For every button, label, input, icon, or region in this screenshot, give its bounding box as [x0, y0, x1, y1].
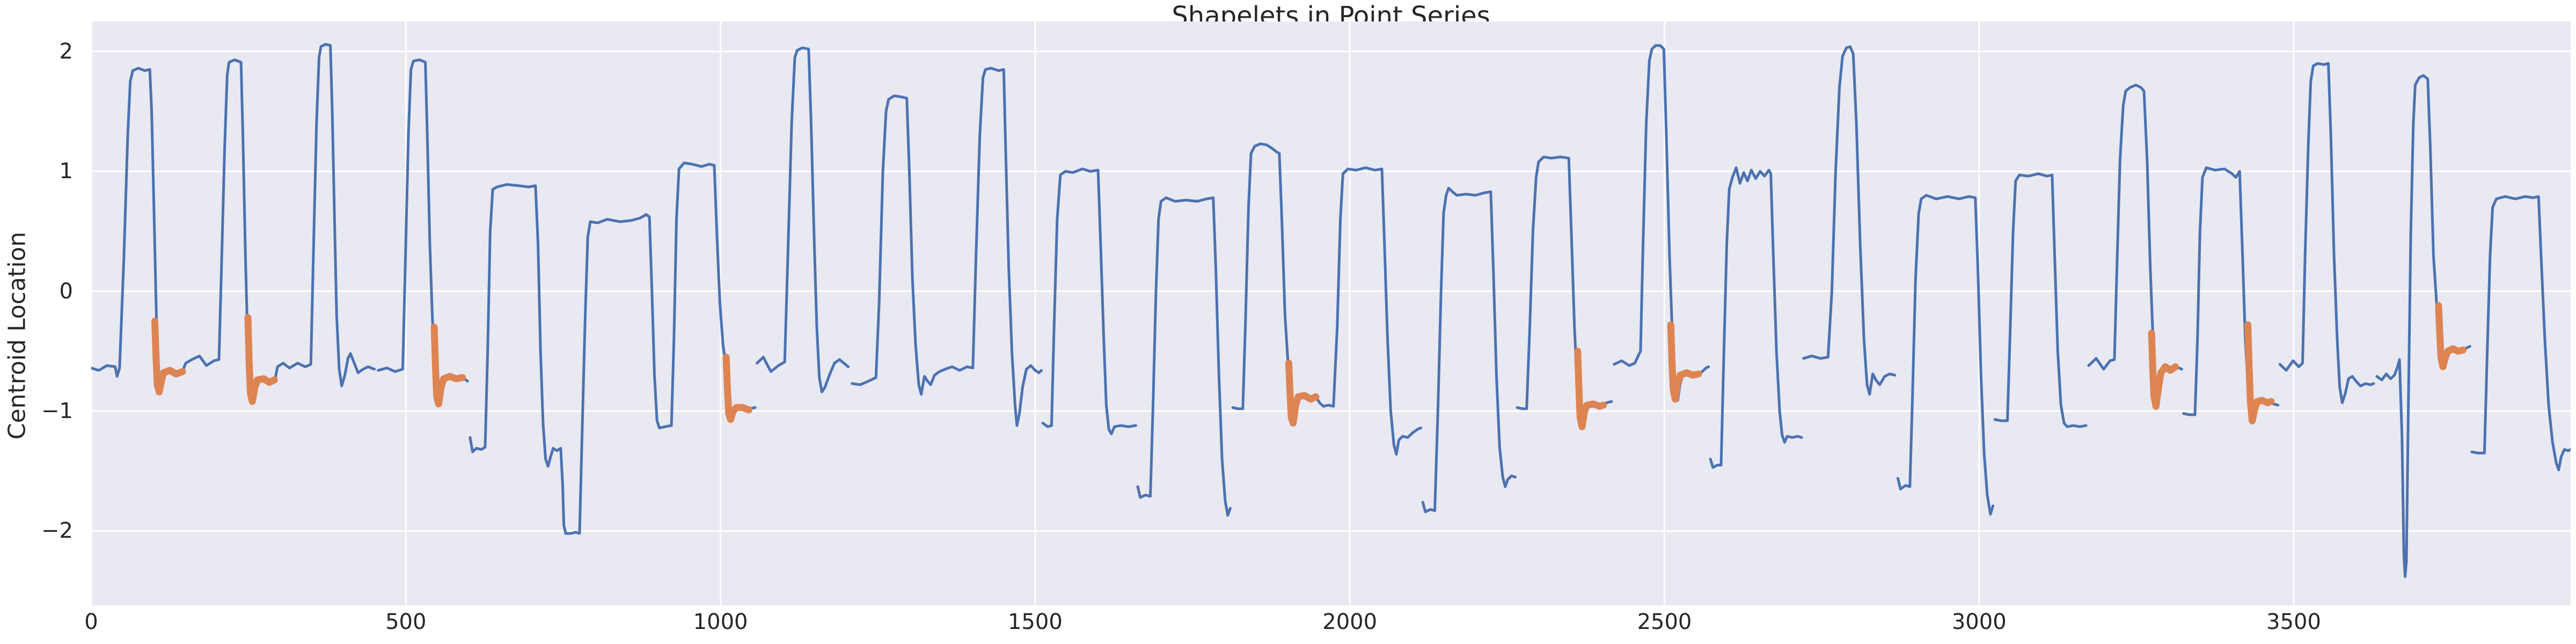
- y-tick-label: 1: [59, 159, 73, 184]
- shapelet-segment: [1574, 347, 1607, 430]
- y-axis-tick-labels: Centroid Location 2 1 0 −1 −2: [0, 21, 80, 605]
- series-line: [91, 42, 376, 403]
- x-tick-label: 3500: [2266, 610, 2321, 634]
- y-tick-label: 0: [59, 279, 73, 304]
- shapelet-segment: [1285, 360, 1320, 427]
- series-line: [2182, 166, 2280, 425]
- shapelet-segment: [722, 354, 752, 423]
- x-tick-label: 2500: [1637, 610, 1692, 634]
- series-line: [1802, 45, 1897, 396]
- shapelet-segment: [244, 314, 278, 405]
- series-line: [1136, 196, 1232, 517]
- x-tick-label: 1500: [1007, 610, 1063, 634]
- series-line: [1516, 156, 1613, 429]
- series-line: [1613, 44, 1710, 402]
- series-line: [377, 58, 469, 404]
- chart-canvas: [91, 21, 2571, 605]
- shapelet-segment: [2435, 302, 2467, 370]
- series-line: [1993, 172, 2088, 428]
- shapelet-segment: [1667, 321, 1702, 403]
- x-tick-label: 3000: [1951, 610, 2007, 634]
- series-line: [756, 46, 850, 393]
- y-tick-label: 2: [59, 39, 73, 64]
- shapelet-segment: [2244, 321, 2275, 425]
- series-line: [2375, 74, 2471, 578]
- shapelet-segment: [430, 324, 466, 408]
- x-tick-label: 2000: [1322, 610, 1378, 634]
- y-tick-label: −1: [41, 399, 73, 424]
- series-line: [1041, 167, 1137, 435]
- series-line: [2278, 62, 2375, 404]
- x-tick-label: 500: [385, 610, 427, 634]
- series-line: [469, 162, 757, 535]
- series-line: [2470, 195, 2571, 471]
- series-line: [1421, 187, 1517, 514]
- x-tick-label: 1000: [693, 610, 748, 634]
- plot-area: [91, 21, 2571, 605]
- shapelet-segment: [2148, 330, 2179, 410]
- shapelet-segment: [151, 318, 186, 396]
- series-line: [2087, 83, 2183, 409]
- y-tick-label: −2: [41, 518, 73, 544]
- y-axis-label: Centroid Location: [3, 231, 31, 440]
- series-line: [1231, 142, 1423, 456]
- series-line: [851, 67, 1043, 427]
- series-line: [1897, 194, 1995, 516]
- x-axis-tick-labels: 0 500 1000 1500 2000 2500 3000 3500: [84, 610, 2571, 640]
- series-line: [1709, 166, 1803, 469]
- x-tick-label: 0: [84, 610, 98, 634]
